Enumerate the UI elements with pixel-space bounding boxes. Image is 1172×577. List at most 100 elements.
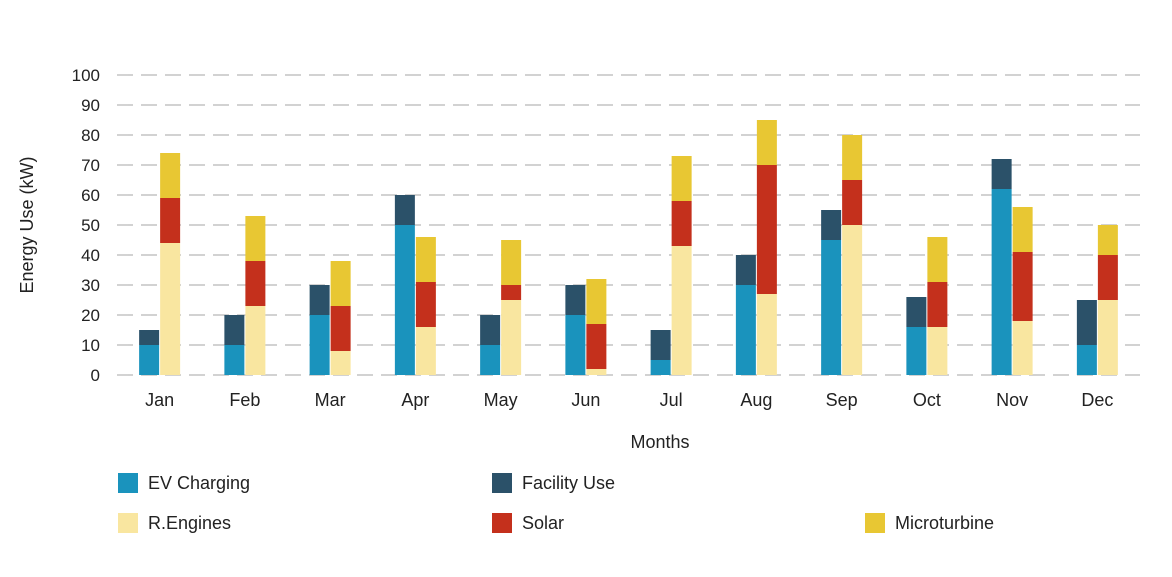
bar-segment-facility-use [139, 330, 160, 345]
bars [139, 120, 1118, 375]
bar-segment-ev-charging [565, 315, 586, 375]
gridlines [117, 74, 1140, 376]
bar-segment-microturbine [1097, 225, 1118, 255]
month-group-apr [394, 195, 436, 375]
x-tick-label: Aug [740, 390, 772, 410]
month-group-jul [650, 156, 692, 375]
x-tick-label: Jun [571, 390, 600, 410]
y-axis-ticks: 0 10 20 30 40 50 60 70 80 90 100 [72, 66, 100, 385]
bar-segment-ev-charging [735, 285, 756, 375]
y-tick-label: 20 [81, 306, 100, 325]
bar-segment-facility-use [906, 297, 927, 327]
bar-segment-solar [842, 180, 863, 225]
legend-label: R.Engines [148, 513, 231, 533]
x-tick-label: Jan [145, 390, 174, 410]
legend-swatch [492, 473, 512, 493]
bar-segment-ev-charging [991, 189, 1012, 375]
y-axis-title: Energy Use (kW) [17, 156, 37, 293]
month-group-may [480, 240, 522, 375]
legend-swatch [118, 513, 138, 533]
bar-segment-facility-use [394, 195, 415, 225]
x-tick-label: Dec [1081, 390, 1113, 410]
bar-segment-ev-charging [139, 345, 160, 375]
bar-segment-ev-charging [1076, 345, 1097, 375]
bar-segment-microturbine [756, 120, 777, 165]
legend-swatch [865, 513, 885, 533]
y-tick-label: 60 [81, 186, 100, 205]
legend-item-microturbine[interactable]: Microturbine [865, 513, 994, 533]
bar-segment-microturbine [160, 153, 181, 198]
bar-segment-solar [1097, 255, 1118, 300]
bar-segment-facility-use [991, 159, 1012, 189]
y-tick-label: 40 [81, 246, 100, 265]
bar-segment-ev-charging [224, 345, 245, 375]
month-group-oct [906, 237, 948, 375]
bar-segment-r-engines [501, 300, 522, 375]
month-group-aug [735, 120, 777, 375]
bar-segment-microturbine [842, 135, 863, 180]
month-group-jan [139, 153, 181, 375]
bar-segment-r-engines [927, 327, 948, 375]
bar-segment-facility-use [1076, 300, 1097, 345]
bar-segment-r-engines [756, 294, 777, 375]
bar-segment-ev-charging [906, 327, 927, 375]
legend-item-solar[interactable]: Solar [492, 513, 564, 533]
bar-segment-microturbine [927, 237, 948, 282]
bar-segment-microturbine [671, 156, 692, 201]
bar-segment-microturbine [501, 240, 522, 285]
month-group-dec [1076, 225, 1118, 375]
y-tick-label: 90 [81, 96, 100, 115]
bar-segment-r-engines [842, 225, 863, 375]
legend-item-ev-charging[interactable]: EV Charging [118, 473, 250, 493]
legend-item-facility-use[interactable]: Facility Use [492, 473, 615, 493]
x-axis-ticks: Jan Feb Mar Apr May Jun Jul Aug Sep Oct Nov Dec [145, 390, 1113, 410]
x-tick-label: Oct [913, 390, 941, 410]
bar-segment-ev-charging [650, 360, 671, 375]
legend-label: Solar [522, 513, 564, 533]
bar-segment-facility-use [650, 330, 671, 360]
x-tick-label: Jul [660, 390, 683, 410]
bar-segment-facility-use [735, 255, 756, 285]
bar-segment-facility-use [821, 210, 842, 240]
bar-segment-solar [160, 198, 181, 243]
bar-segment-solar [1012, 252, 1033, 321]
bar-segment-r-engines [586, 369, 607, 375]
bar-segment-solar [330, 306, 351, 351]
legend-item-r-engines[interactable]: R.Engines [118, 513, 231, 533]
y-tick-label: 0 [91, 366, 100, 385]
y-tick-label: 80 [81, 126, 100, 145]
x-tick-label: Feb [229, 390, 260, 410]
bar-segment-facility-use [565, 285, 586, 315]
bar-segment-solar [756, 165, 777, 294]
bar-segment-microturbine [330, 261, 351, 306]
x-tick-label: May [484, 390, 518, 410]
month-group-jun [565, 279, 607, 375]
legend-label: Facility Use [522, 473, 615, 493]
bar-segment-solar [415, 282, 436, 327]
legend: EV Charging Facility Use R.Engines Solar Mic… [118, 473, 994, 533]
legend-swatch [492, 513, 512, 533]
legend-label: Microturbine [895, 513, 994, 533]
month-group-mar [309, 261, 351, 375]
y-tick-label: 50 [81, 216, 100, 235]
bar-segment-r-engines [245, 306, 266, 375]
bar-segment-ev-charging [394, 225, 415, 375]
x-tick-label: Mar [315, 390, 346, 410]
bar-segment-solar [671, 201, 692, 246]
legend-swatch [118, 473, 138, 493]
bar-segment-microturbine [415, 237, 436, 282]
bar-segment-solar [501, 285, 522, 300]
legend-label: EV Charging [148, 473, 250, 493]
y-tick-label: 10 [81, 336, 100, 355]
x-axis-title: Months [630, 432, 689, 452]
bar-segment-solar [245, 261, 266, 306]
bar-segment-ev-charging [821, 240, 842, 375]
y-tick-label: 100 [72, 66, 100, 85]
bar-segment-ev-charging [309, 315, 330, 375]
x-tick-label: Sep [826, 390, 858, 410]
bar-segment-solar [586, 324, 607, 369]
month-group-nov [991, 159, 1033, 375]
bar-segment-r-engines [330, 351, 351, 375]
